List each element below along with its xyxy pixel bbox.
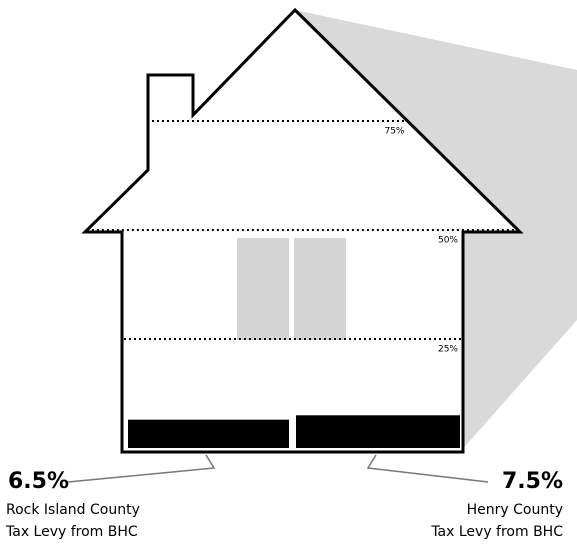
value-label: 6.5% xyxy=(8,469,69,494)
pointer-line xyxy=(67,454,216,483)
category-label: Henry County xyxy=(467,502,563,518)
y-tick-label: 50% xyxy=(438,236,458,246)
bar xyxy=(128,419,289,448)
window xyxy=(237,238,289,340)
bar xyxy=(296,415,460,448)
window xyxy=(294,238,346,340)
pointer-line xyxy=(366,454,489,483)
y-tick-label: 25% xyxy=(438,345,458,355)
category-note: Tax Levy from BHC xyxy=(5,524,138,540)
category-note: Tax Levy from BHC xyxy=(430,524,563,540)
category-label: Rock Island County xyxy=(6,502,140,518)
value-label: 7.5% xyxy=(502,469,563,494)
y-tick-label: 75% xyxy=(384,127,404,137)
